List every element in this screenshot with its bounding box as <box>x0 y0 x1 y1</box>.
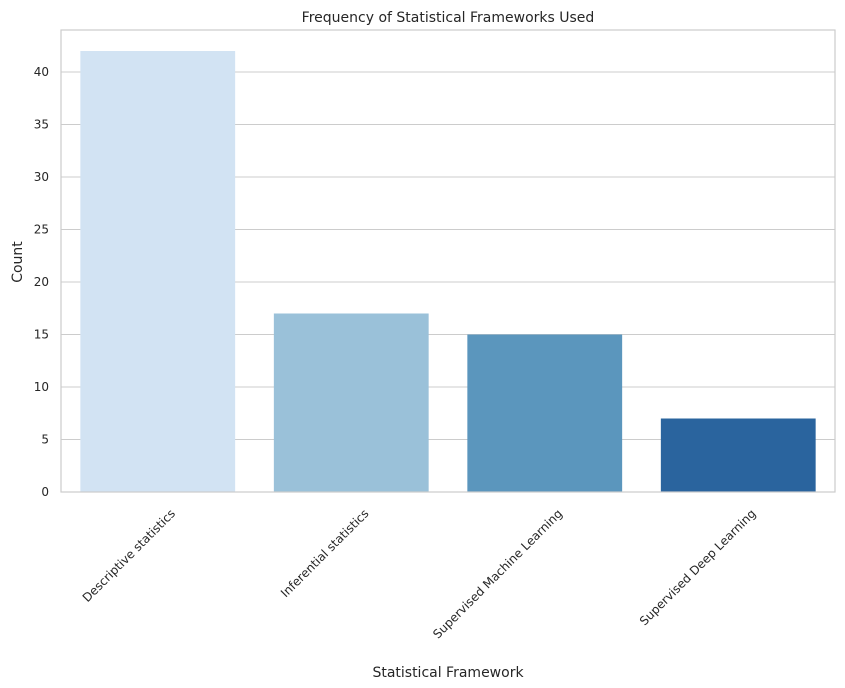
y-tick-label: 40 <box>34 65 49 79</box>
bar-inferential-statistics <box>273 313 429 492</box>
x-tick-label: Supervised Deep Learning <box>637 506 759 628</box>
bar-supervised-deep-learning <box>660 418 816 492</box>
bar-descriptive-statistics <box>80 51 236 492</box>
x-axis-label: Statistical Framework <box>372 665 524 681</box>
y-tick-label: 5 <box>41 433 49 447</box>
x-tick-label: Descriptive statistics <box>80 506 178 604</box>
x-tick-label: Inferential statistics <box>278 506 372 600</box>
y-axis-label: Count <box>10 241 26 283</box>
y-tick-label: 0 <box>41 485 49 499</box>
y-tick-label: 20 <box>34 275 49 289</box>
y-tick-label: 15 <box>34 328 49 342</box>
y-tick-labels: 0 5 10 15 20 25 30 35 40 <box>34 65 49 499</box>
x-tick-label: Supervised Machine Learning <box>430 506 565 641</box>
y-tick-label: 30 <box>34 170 49 184</box>
x-tick-labels: Descriptive statistics Inferential statis… <box>80 506 759 641</box>
y-tick-label: 25 <box>34 223 49 237</box>
bar-supervised-machine-learning <box>467 334 623 492</box>
chart-title: Frequency of Statistical Frameworks Used <box>302 10 595 26</box>
plot-frame <box>60 29 836 493</box>
y-tick-label: 10 <box>34 380 49 394</box>
bars <box>80 51 816 492</box>
y-tick-label: 35 <box>34 118 49 132</box>
